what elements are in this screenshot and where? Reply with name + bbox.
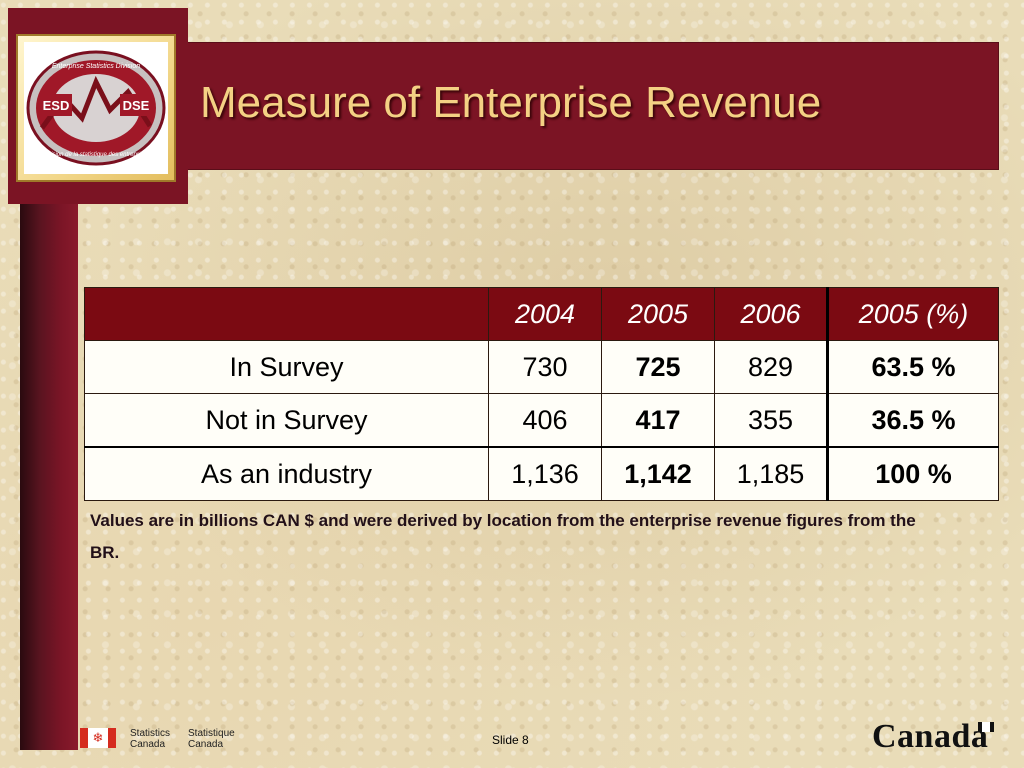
cell-2004: 1,136 — [488, 446, 602, 501]
title-band — [170, 42, 999, 170]
table-header-row: 2004 2005 2006 2005 (%) — [84, 287, 999, 341]
slide-title: Measure of Enterprise Revenue — [200, 78, 822, 127]
header-2005-pct: 2005 (%) — [826, 287, 999, 341]
cell-2006: 829 — [714, 340, 828, 394]
logo-right-text: DSE — [123, 98, 150, 113]
logo-left-text: ESD — [43, 98, 70, 113]
logo-graphic: ESD DSE Enterprise Statistics Division D… — [26, 50, 166, 166]
canada-flag-icon: ❄ — [80, 728, 116, 748]
logo-panel: ESD DSE Enterprise Statistics Division D… — [16, 34, 176, 182]
cell-2005: 725 — [601, 340, 715, 394]
cell-2006: 1,185 — [714, 446, 828, 501]
header-2006: 2006 — [714, 287, 828, 341]
header-2005: 2005 — [601, 287, 715, 341]
header-blank — [84, 287, 489, 341]
row-label: In Survey — [84, 340, 489, 394]
statcan-en-line2: Canada — [130, 739, 166, 750]
maple-leaf-icon: ❄ — [88, 728, 108, 748]
left-decorative-bar — [20, 200, 78, 750]
cell-pct: 100 % — [826, 446, 999, 501]
canada-wordmark: Canada — [872, 718, 989, 755]
cell-2004: 730 — [488, 340, 602, 394]
slide-number: Slide 8 — [492, 733, 529, 747]
footnote: Values are in billions CAN $ and were de… — [90, 511, 916, 562]
cell-pct: 36.5 % — [826, 393, 999, 448]
cell-2005: 1,142 — [601, 446, 715, 501]
table-row: As an industry 1,136 1,142 1,185 100 % — [84, 446, 999, 501]
row-label: Not in Survey — [84, 393, 489, 448]
statcan-fr-line2: Canada — [188, 739, 224, 750]
cell-pct: 63.5 % — [826, 340, 999, 394]
revenue-table: 2004 2005 2006 2005 (%) In Survey 730 72… — [84, 287, 999, 501]
statcan-french: Statistique Canada — [188, 728, 235, 750]
cell-2004: 406 — [488, 393, 602, 448]
statcan-english: Statistics Canada — [130, 728, 170, 750]
table-row: Not in Survey 406 417 355 36.5 % — [84, 393, 999, 448]
table-row: In Survey 730 725 829 63.5 % — [84, 340, 999, 394]
cell-2006: 355 — [714, 393, 828, 448]
row-label: As an industry — [84, 446, 489, 501]
statcan-fr-line1: Statistique — [188, 728, 235, 739]
logo-top-text: Enterprise Statistics Division — [52, 63, 140, 70]
wordmark-flag-icon — [978, 722, 994, 732]
header-2004: 2004 — [488, 287, 602, 341]
esd-dse-logo-icon: ESD DSE Enterprise Statistics Division D… — [24, 42, 168, 174]
logo-bottom-text: Division de la statistique des entrepris… — [42, 152, 149, 158]
cell-2005: 417 — [601, 393, 715, 448]
statcan-en-line1: Statistics — [130, 728, 171, 739]
